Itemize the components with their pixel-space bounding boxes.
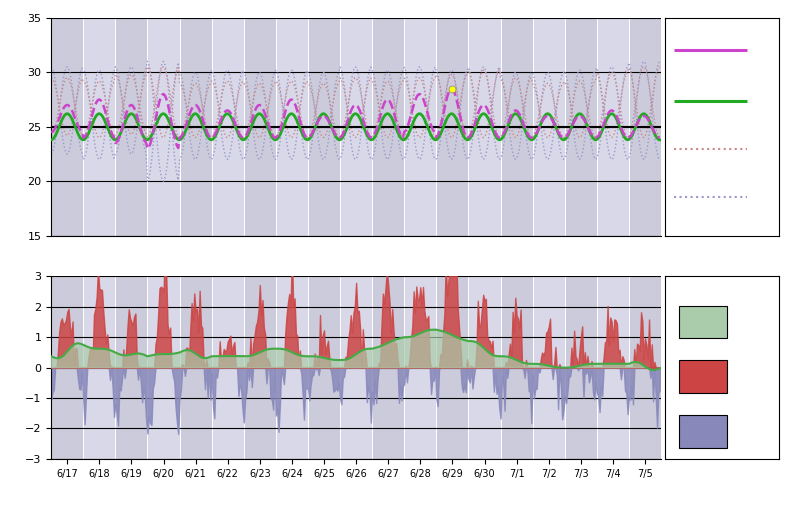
Bar — [565, 18, 597, 236]
Bar — [372, 276, 405, 459]
Bar — [308, 18, 340, 236]
Bar — [501, 18, 533, 236]
Bar — [179, 18, 212, 236]
Bar — [276, 18, 308, 236]
Bar — [147, 276, 179, 459]
Bar — [83, 276, 116, 459]
Bar — [372, 18, 405, 236]
Bar — [51, 276, 83, 459]
Bar — [678, 415, 726, 448]
Bar — [340, 18, 372, 236]
Bar — [116, 276, 147, 459]
Bar — [597, 276, 629, 459]
Bar — [212, 276, 244, 459]
Bar — [212, 18, 244, 236]
Bar — [340, 276, 372, 459]
Bar — [468, 276, 501, 459]
Bar — [244, 18, 276, 236]
Bar — [533, 276, 565, 459]
Bar — [147, 18, 179, 236]
Bar — [565, 276, 597, 459]
Bar — [436, 18, 468, 236]
Bar — [597, 18, 629, 236]
Bar — [678, 360, 726, 393]
Bar — [629, 276, 661, 459]
Bar — [533, 18, 565, 236]
Bar — [83, 18, 116, 236]
Bar — [276, 276, 308, 459]
Bar — [629, 18, 661, 236]
Bar — [179, 276, 212, 459]
Bar — [501, 276, 533, 459]
Bar — [116, 18, 147, 236]
Bar — [405, 18, 436, 236]
Bar — [468, 18, 501, 236]
Bar — [51, 18, 83, 236]
Bar — [308, 276, 340, 459]
Bar — [405, 276, 436, 459]
Bar — [244, 276, 276, 459]
Bar — [436, 276, 468, 459]
Bar — [678, 306, 726, 338]
